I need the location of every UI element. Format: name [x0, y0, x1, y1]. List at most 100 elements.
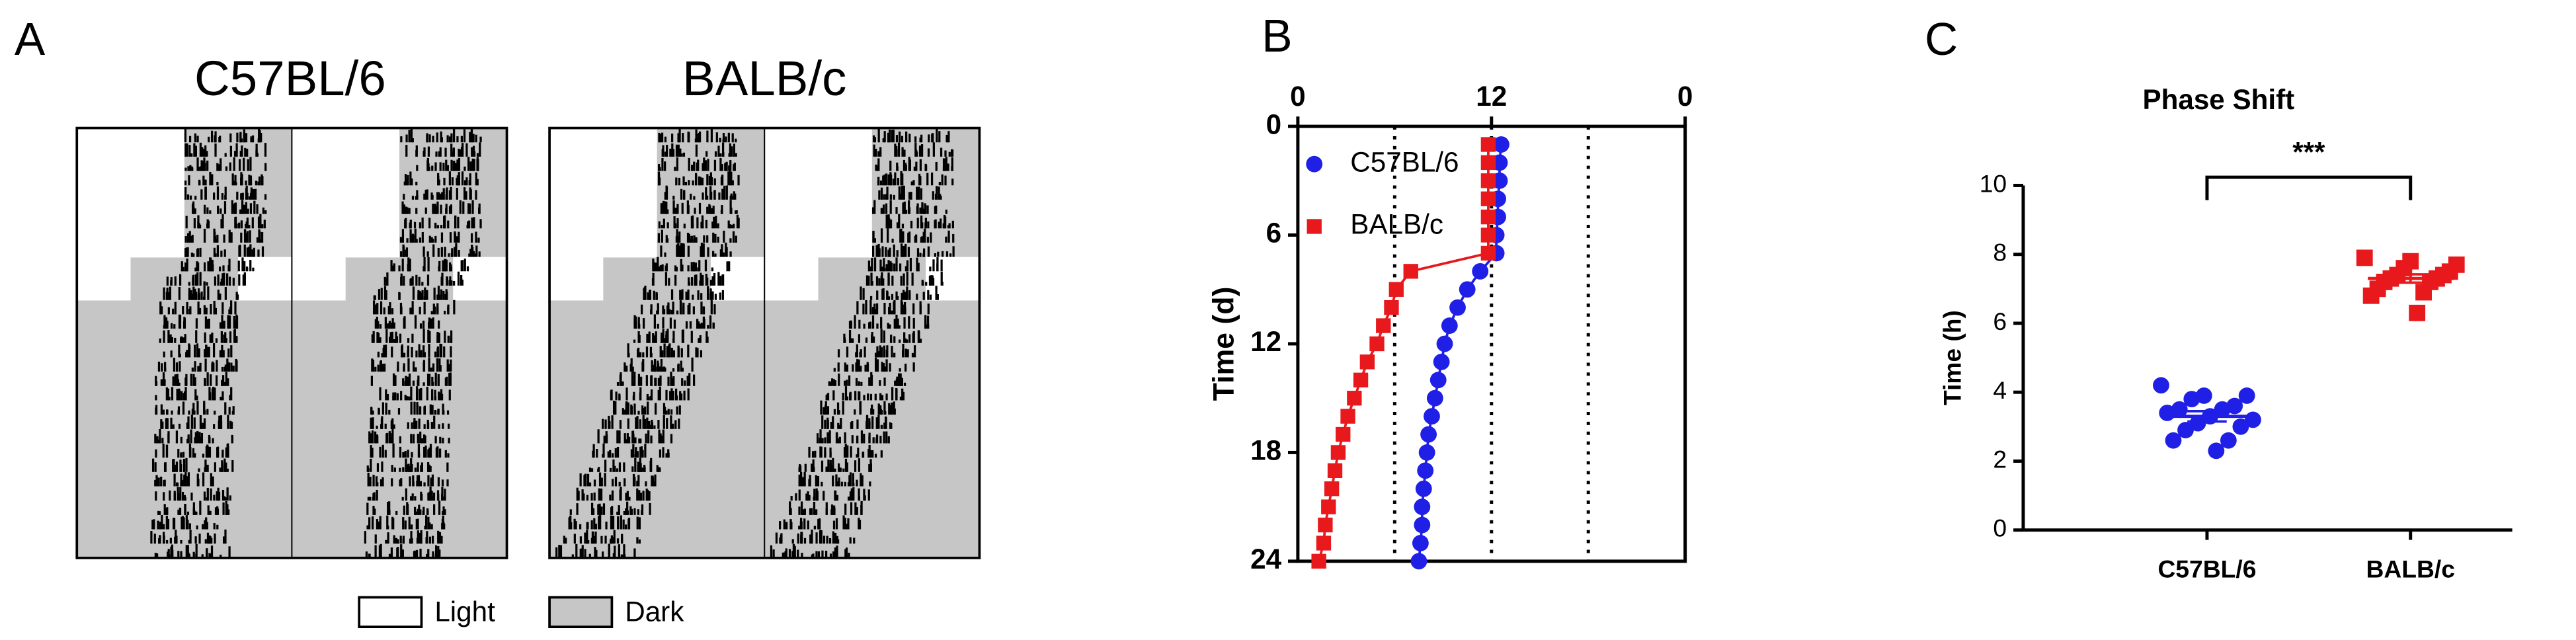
- activity: [711, 267, 714, 272]
- activity: [175, 461, 179, 472]
- activity: [665, 331, 668, 343]
- activity: [203, 305, 206, 315]
- activity: [868, 444, 871, 458]
- activity: [228, 407, 231, 415]
- activity: [206, 487, 209, 501]
- light-phase: [77, 286, 131, 301]
- activity: [699, 177, 702, 186]
- activity: [889, 130, 891, 143]
- activity: [652, 333, 655, 343]
- activity: [874, 352, 877, 358]
- activity: [815, 488, 818, 501]
- light-phase: [764, 128, 872, 143]
- activity: [200, 291, 203, 300]
- activity: [161, 438, 164, 444]
- activity: [255, 180, 258, 186]
- activity: [711, 210, 713, 214]
- activity: [938, 186, 940, 200]
- activity: [641, 450, 644, 458]
- activity: [623, 462, 625, 472]
- activity: [722, 252, 725, 257]
- activity: [565, 538, 567, 544]
- activity: [197, 310, 200, 315]
- data-point: [1369, 336, 1385, 352]
- activity: [194, 389, 197, 401]
- activity: [803, 471, 806, 487]
- activity: [182, 266, 184, 272]
- activity: [613, 530, 616, 544]
- activity: [174, 536, 177, 544]
- activity: [188, 136, 192, 143]
- activity: [890, 262, 893, 272]
- activity: [825, 550, 828, 558]
- activity: [414, 496, 417, 501]
- activity: [904, 163, 907, 171]
- activity: [922, 281, 924, 286]
- activity: [723, 230, 725, 243]
- activity: [212, 387, 215, 401]
- activity: [668, 278, 670, 286]
- activity: [238, 159, 241, 171]
- activity: [435, 151, 438, 157]
- activity: [458, 250, 460, 257]
- activity: [186, 247, 189, 257]
- activity: [167, 433, 170, 444]
- activity: [676, 157, 679, 171]
- actograms: [75, 126, 981, 559]
- activity: [838, 373, 840, 386]
- activity: [904, 338, 906, 343]
- activity: [856, 344, 858, 358]
- activity: [190, 235, 193, 243]
- activity: [438, 532, 442, 544]
- activity: [840, 418, 842, 429]
- activity: [171, 387, 174, 401]
- activity: [952, 246, 955, 257]
- activity: [733, 163, 736, 171]
- activity: [211, 174, 214, 186]
- activity: [590, 468, 594, 472]
- activity: [599, 515, 602, 530]
- activity: [456, 236, 458, 243]
- activity: [383, 286, 387, 300]
- activity: [864, 346, 866, 358]
- activity: [450, 336, 452, 343]
- activity: [598, 488, 600, 501]
- activity: [391, 318, 394, 329]
- activity: [883, 401, 886, 415]
- activity: [694, 138, 697, 143]
- activity: [706, 174, 709, 186]
- data-point: [1459, 281, 1476, 298]
- activity: [413, 221, 417, 229]
- activity: [889, 247, 891, 257]
- activity: [249, 260, 252, 272]
- activity: [625, 365, 628, 372]
- activity: [475, 231, 477, 243]
- activity: [680, 153, 683, 157]
- activity: [441, 192, 444, 200]
- activity: [195, 330, 198, 343]
- activity: [807, 491, 809, 501]
- significance-bracket: [2205, 175, 2413, 200]
- activity: [879, 147, 882, 157]
- y-tick-label: 4: [1993, 376, 2007, 404]
- activity: [179, 507, 181, 515]
- activity: [693, 196, 696, 200]
- activity: [446, 376, 448, 386]
- activity: [192, 253, 195, 257]
- activity: [910, 181, 913, 186]
- activity: [854, 460, 857, 472]
- activity: [614, 465, 616, 472]
- activity: [638, 324, 641, 329]
- activity: [873, 257, 877, 272]
- activity: [188, 175, 190, 186]
- activity: [925, 282, 928, 286]
- activity: [438, 500, 441, 515]
- activity: [632, 444, 635, 458]
- activity: [916, 294, 918, 300]
- activity: [780, 534, 782, 544]
- activity: [890, 423, 893, 429]
- activity: [438, 260, 441, 272]
- activity: [639, 438, 642, 444]
- activity: [458, 176, 460, 186]
